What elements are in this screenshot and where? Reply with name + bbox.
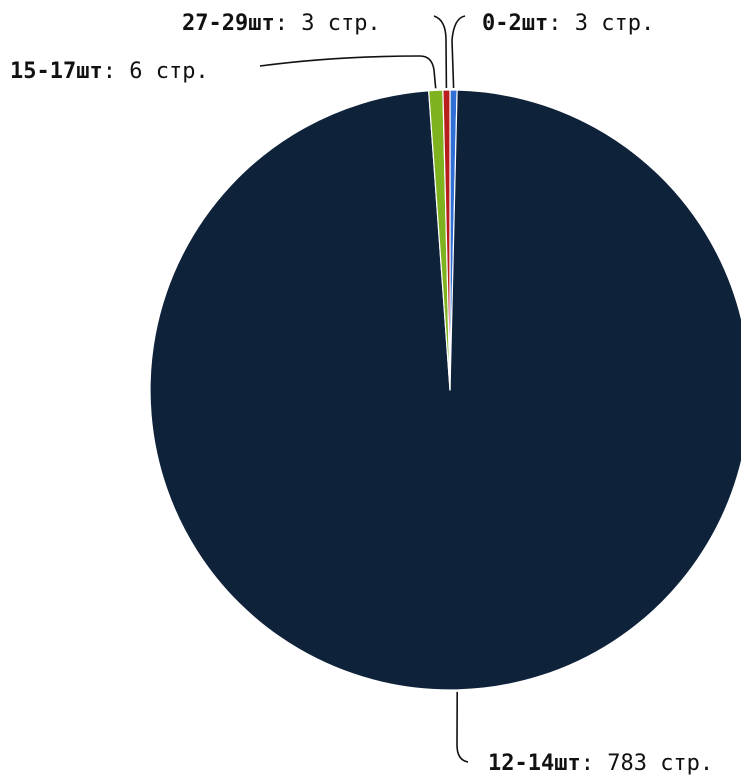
slice-label-12-14шт: 12-14шт: 783 стр. xyxy=(488,751,713,776)
slice-label-15-17шт: 15-17шт: 6 стр. xyxy=(10,59,209,84)
leader-lines xyxy=(259,15,469,763)
leader-line-0-2шт xyxy=(451,15,466,89)
pie-slice-12-14шт xyxy=(149,89,741,691)
pie-slices xyxy=(149,89,741,691)
slice-label-value: : 6 стр. xyxy=(103,59,209,84)
slice-label-value: : 3 стр. xyxy=(275,11,381,36)
pie-slice-27-29шт xyxy=(442,89,451,391)
slice-label-value: : 783 стр. xyxy=(581,751,713,776)
slice-label-name: 15-17шт xyxy=(10,59,103,84)
slice-label-27-29шт: 27-29шт: 3 стр. xyxy=(182,11,381,36)
slice-label-name: 12-14шт xyxy=(488,751,581,776)
slice-label-0-2шт: 0-2шт: 3 стр. xyxy=(482,11,654,36)
leader-line-27-29шт xyxy=(433,15,448,89)
slice-label-value: : 3 стр. xyxy=(548,11,654,36)
slice-labels: 0-2шт: 3 стр.12-14шт: 783 стр.15-17шт: 6… xyxy=(10,11,713,776)
slice-label-name: 0-2шт xyxy=(482,11,548,36)
leader-line-12-14шт xyxy=(456,691,469,763)
leader-line-15-17шт xyxy=(259,55,437,89)
slice-label-name: 27-29шт xyxy=(182,11,275,36)
